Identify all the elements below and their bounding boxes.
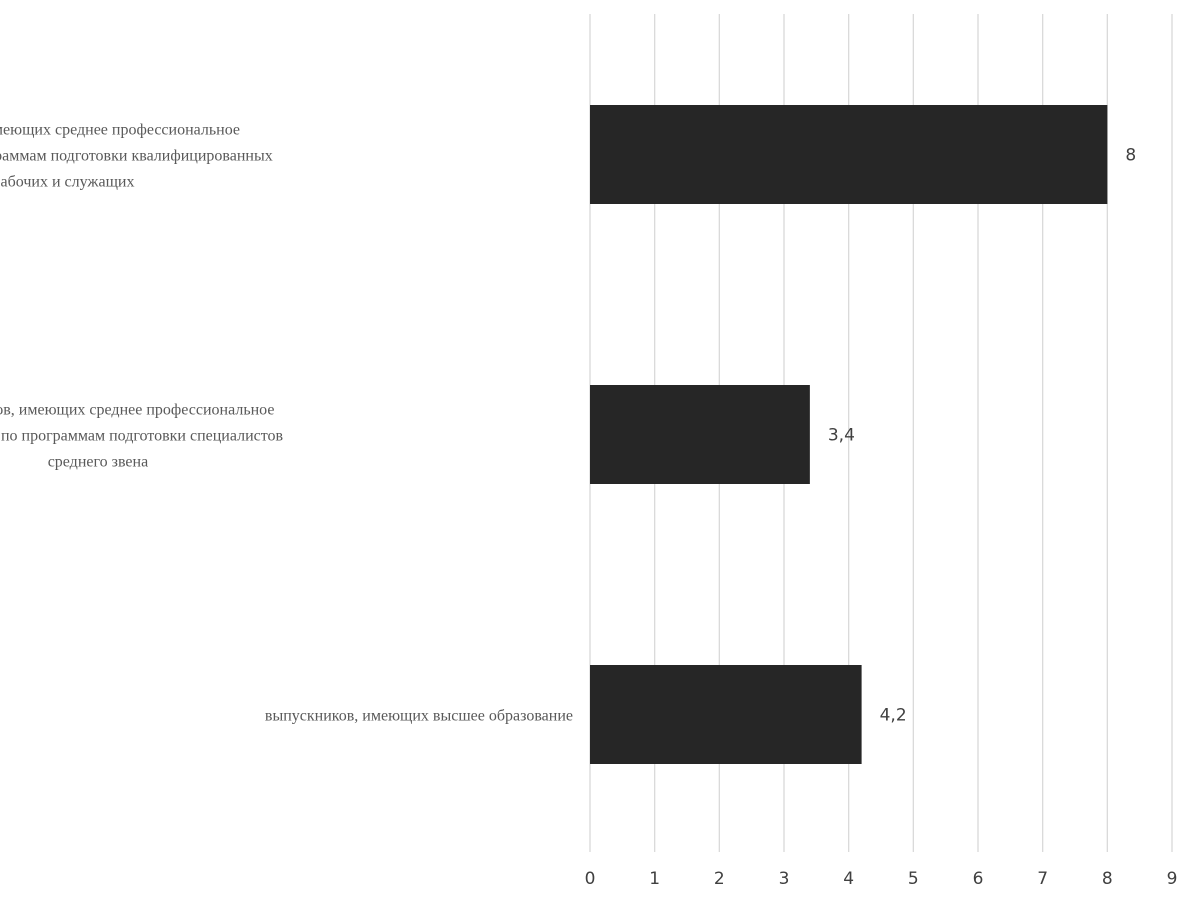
category-label-line: рабочих и служащих: [0, 174, 134, 191]
bar: [590, 105, 1108, 204]
bar: [590, 385, 810, 484]
x-tick-label: 5: [908, 869, 919, 889]
x-axis-ticks: 0 1 2 3 4 5 6 7 8 9: [585, 869, 1178, 889]
bar: [590, 665, 862, 764]
x-tick-label: 3: [779, 869, 790, 889]
x-tick-label: 8: [1102, 869, 1113, 889]
category-label-line: образование по программам подготовки спе…: [0, 428, 284, 445]
category-label-line: среднего звена: [48, 454, 149, 471]
category-label-line: выпускников, имеющих среднее профессиона…: [0, 122, 240, 139]
data-labels: 8 3,4 4,2: [828, 146, 1136, 726]
bar-value-label: 8: [1125, 146, 1136, 166]
bar-value-label: 3,4: [828, 426, 855, 446]
category-label-line: выпускников, имеющих высшее образование: [265, 708, 573, 725]
x-tick-label: 0: [585, 869, 596, 889]
x-tick-label: 2: [714, 869, 725, 889]
category-labels: выпускников, имеющих среднее профессиона…: [0, 122, 573, 725]
bars: [590, 105, 1108, 764]
category-label: выпускников, имеющих высшее образование: [265, 708, 573, 725]
bar-value-label: 4,2: [880, 706, 907, 726]
category-label: выпускников, имеющих среднее профессиона…: [0, 402, 284, 471]
x-tick-label: 4: [843, 869, 854, 889]
x-tick-label: 1: [649, 869, 660, 889]
category-label-line: выпускников, имеющих среднее профессиона…: [0, 402, 274, 419]
category-label-line: образование по программам подготовки ква…: [0, 148, 273, 165]
x-tick-label: 6: [973, 869, 984, 889]
x-tick-label: 9: [1167, 869, 1178, 889]
x-tick-label: 7: [1037, 869, 1048, 889]
category-label: выпускников, имеющих среднее профессиона…: [0, 122, 273, 191]
